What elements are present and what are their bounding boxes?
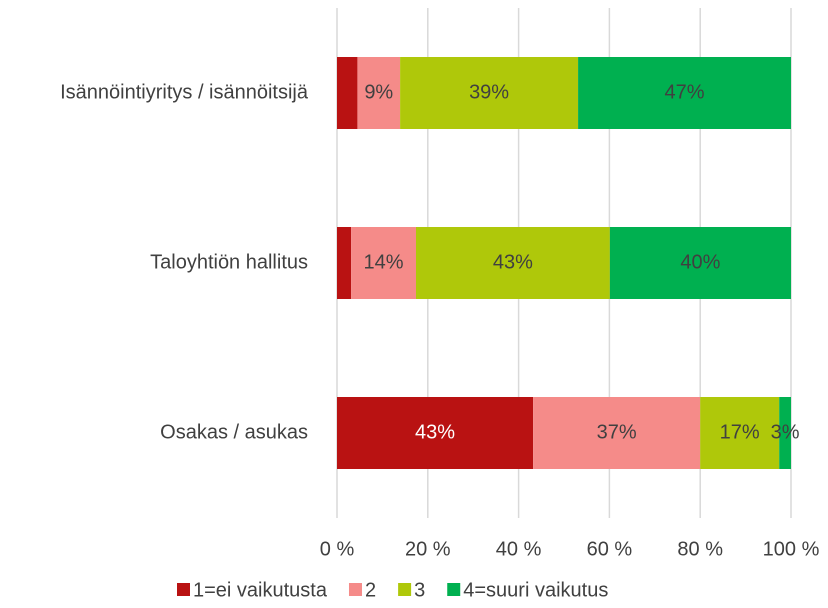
bar-segment [337,397,534,469]
x-tick-label: 0 % [320,538,355,560]
legend-label: 4=suuri vaikutus [463,579,608,601]
legend-label: 2 [365,579,376,601]
legend-label: 3 [414,579,425,601]
bar-segment [400,57,579,129]
bar-segment [415,227,610,299]
x-tick-label: 40 % [496,538,542,560]
data-label: 37% [597,421,637,443]
data-label: 14% [364,251,404,273]
data-label: 40% [680,251,720,273]
y-tick-label: Isännöintiyritys / isännöitsijä [60,81,309,103]
x-tick-label: 100 % [763,538,820,560]
data-label: 47% [665,81,705,103]
x-tick-label: 80 % [677,538,723,560]
data-label: 43% [415,421,455,443]
bar-segment [578,57,791,129]
x-tick-label: 20 % [405,538,451,560]
bar-segment [533,397,701,469]
bar-segment [609,227,791,299]
legend-swatch [177,583,190,596]
data-label: 43% [493,251,533,273]
legend-label: 1=ei vaikutusta [193,579,328,601]
legend-swatch [348,583,362,596]
x-tick-label: 60 % [587,538,633,560]
y-tick-label: Taloyhtiön hallitus [150,251,308,273]
bar-segment [700,397,780,469]
bar-segment [779,397,791,469]
data-label: 17% [720,421,760,443]
bar-segment [351,227,416,299]
legend-swatch [398,583,412,596]
data-label: 9% [364,81,393,103]
bar-segment [337,57,358,129]
data-label: 39% [469,81,509,103]
bar-segment [337,227,352,299]
data-label: 3% [771,421,800,443]
y-tick-label: Osakas / asukas [160,421,308,443]
bar-segment [357,57,401,129]
legend-swatch [447,583,461,596]
